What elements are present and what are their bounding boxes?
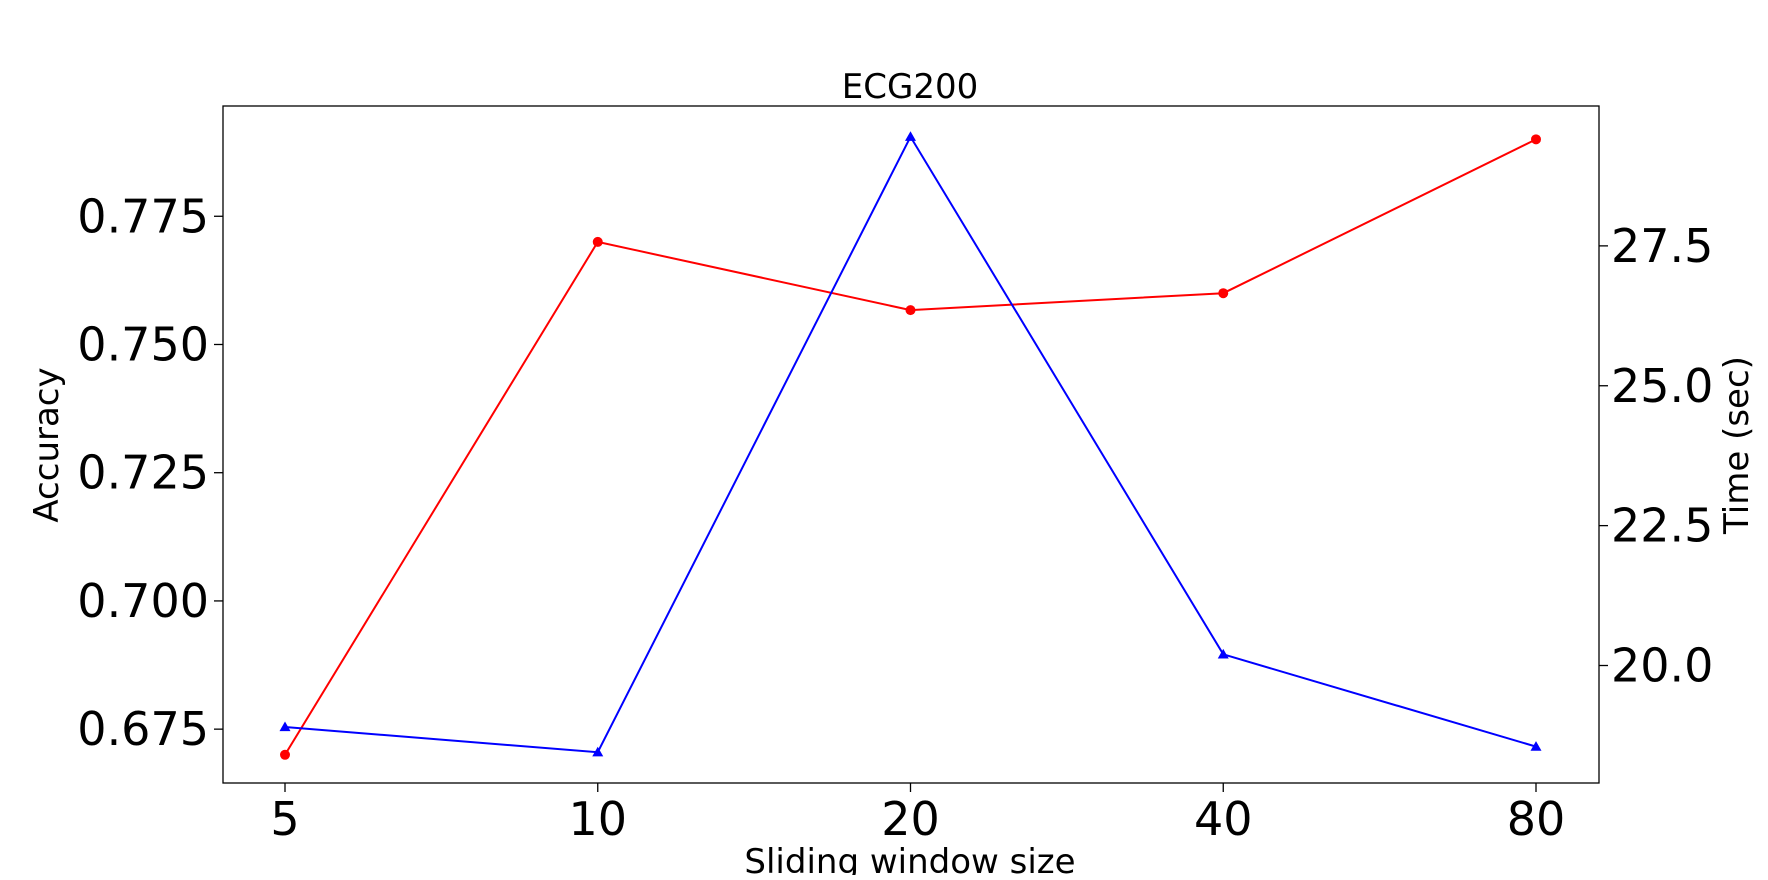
x-tick-label: 40 — [1194, 792, 1253, 846]
y-axis-label: Accuracy — [27, 367, 67, 522]
accuracy-point — [1218, 288, 1229, 299]
x-axis-label: Sliding window size — [744, 842, 1075, 875]
chart-title: ECG200 — [842, 67, 978, 107]
accuracy-point — [1531, 134, 1541, 145]
y2-axis-label: Time (sec) — [1717, 356, 1757, 535]
y-tick-label: 0.725 — [77, 446, 209, 500]
y-tick-label: 0.675 — [77, 702, 209, 756]
time-point — [905, 131, 916, 141]
y-axis-right: 20.0 22.5 25.0 27.5 — [1599, 219, 1713, 693]
x-tick-label: 80 — [1507, 792, 1566, 846]
x-tick-label: 10 — [568, 792, 627, 846]
y2-tick-label: 20.0 — [1611, 639, 1713, 693]
time-point — [592, 746, 604, 757]
y-tick-label: 0.700 — [77, 574, 209, 628]
y2-tick-label: 27.5 — [1611, 219, 1713, 273]
series-layer — [279, 131, 1542, 760]
accuracy-point — [592, 236, 603, 247]
accuracy-point — [280, 749, 290, 760]
time-point — [1530, 741, 1542, 751]
y-tick-label: 0.775 — [77, 189, 209, 243]
y2-tick-label: 25.0 — [1611, 359, 1713, 413]
time-point — [1217, 648, 1229, 659]
x-tick-label: 5 — [270, 792, 299, 846]
x-axis: 5 10 20 40 80 — [270, 783, 1565, 846]
y-axis-left: 0.675 0.700 0.725 0.750 0.775 — [77, 189, 223, 756]
y2-tick-label: 22.5 — [1611, 499, 1713, 553]
y-tick-label: 0.750 — [77, 317, 209, 371]
x-tick-label: 20 — [881, 792, 940, 846]
time-point — [279, 721, 291, 732]
accuracy-point — [905, 305, 916, 316]
